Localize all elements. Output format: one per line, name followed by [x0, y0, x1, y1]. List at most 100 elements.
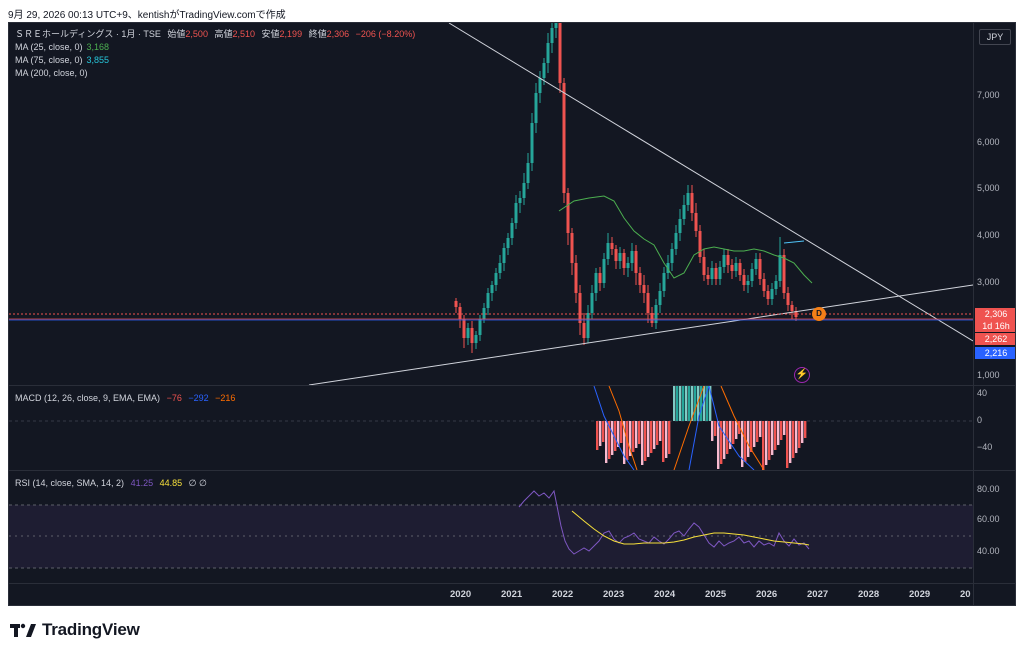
ma200-legend[interactable]: MA (200, close, 0): [15, 68, 88, 78]
candle-body: [698, 231, 702, 257]
candle-body: [510, 223, 514, 238]
macd-bar: [723, 421, 726, 459]
ma75-legend[interactable]: MA (75, close, 0) 3,855: [15, 55, 110, 65]
candle-body: [494, 273, 498, 285]
macd-bar: [659, 421, 662, 441]
currency-button[interactable]: JPY: [979, 29, 1011, 45]
symbol-legend: ＳＲＥホールディングス · 1月 · TSE 始値2,500 高値2,510 安…: [15, 29, 416, 39]
candle-body: [774, 281, 778, 289]
rsi-pane[interactable]: RSI (14, close, SMA, 14, 2) 41.25 44.85 …: [9, 471, 973, 583]
macd-legend[interactable]: MACD (12, 26, close, 9, EMA, EMA) −76 −2…: [15, 393, 236, 403]
candle-body: [502, 248, 506, 263]
macd-bar: [644, 421, 647, 461]
candle-body: [702, 257, 706, 275]
macd-bar: [717, 421, 720, 469]
ma25-legend[interactable]: MA (25, close, 0) 3,168: [15, 42, 110, 52]
candle-body: [686, 193, 690, 205]
candle-body: [610, 243, 614, 249]
candle-body: [658, 291, 662, 305]
rsi-tick: 40.00: [977, 546, 1000, 556]
macd-bar: [795, 421, 798, 453]
tradingview-logo-icon: [10, 623, 36, 637]
time-axis-border: [9, 583, 1015, 584]
candle-body: [558, 23, 562, 83]
time-tick: 2025: [705, 589, 727, 600]
candle-body: [738, 263, 742, 275]
candle-body: [454, 301, 458, 307]
candle-body: [726, 255, 730, 265]
candle-body: [530, 123, 534, 163]
candle-body: [754, 259, 758, 269]
time-tick: 2022: [552, 589, 574, 600]
candle-body: [514, 203, 518, 223]
candle-body: [470, 328, 474, 343]
macd-bar: [756, 421, 759, 442]
time-tick: 2026: [756, 589, 778, 600]
candle-body: [614, 249, 618, 261]
candle-body: [778, 255, 782, 281]
macd-bar: [608, 421, 611, 459]
macd-bar: [620, 421, 623, 443]
rsi-tick: 80.00: [977, 484, 1000, 494]
ma25-line: [558, 195, 813, 284]
pane-separator[interactable]: [9, 470, 1015, 471]
macd-bar: [653, 421, 656, 449]
macd-tick: 0: [977, 415, 983, 425]
last-price-pill: 2,306: [975, 308, 1015, 320]
rsi-svg: [9, 489, 973, 569]
macd-bar: [647, 421, 650, 457]
candle-body: [590, 293, 594, 313]
candle-body: [478, 319, 482, 335]
candle-body: [578, 293, 582, 323]
candle-body: [586, 313, 590, 338]
time-tick: 2029: [909, 589, 931, 600]
symbol-title: ＳＲＥホールディングス · 1月 · TSE: [15, 29, 161, 39]
price-tick: 6,000: [977, 137, 1000, 147]
candle-body: [782, 255, 786, 293]
rsi-legend[interactable]: RSI (14, close, SMA, 14, 2) 41.25 44.85 …: [15, 478, 207, 488]
candle-body: [554, 23, 558, 28]
macd-bar: [786, 421, 789, 468]
candle-body: [678, 219, 682, 233]
candle-body: [618, 253, 622, 261]
macd-line: [593, 386, 635, 470]
pane-separator[interactable]: [9, 385, 1015, 386]
rsi-ma-line: [571, 510, 810, 546]
macd-bar: [685, 386, 688, 421]
dividend-badge[interactable]: D: [812, 307, 826, 321]
macd-bar: [694, 386, 697, 421]
tradingview-logo[interactable]: TradingView: [10, 620, 140, 640]
macd-bar: [679, 386, 682, 421]
macd-bar: [602, 421, 605, 442]
lightning-icon[interactable]: ⚡: [794, 367, 810, 383]
candle-body: [790, 305, 794, 311]
macd-svg: [9, 386, 973, 470]
macd-bar: [706, 386, 709, 421]
price-pill-3: 2,216: [975, 347, 1015, 359]
macd-bar: [668, 421, 671, 454]
macd-bar: [673, 386, 676, 421]
candle-body: [762, 279, 766, 291]
macd-pane[interactable]: MACD (12, 26, close, 9, EMA, EMA) −76 −2…: [9, 386, 973, 470]
chart-frame[interactable]: ＳＲＥホールディングス · 1月 · TSE 始値2,500 高値2,510 安…: [8, 22, 1016, 606]
candle-body: [670, 249, 674, 263]
candle-body: [734, 263, 738, 271]
candle-body: [650, 313, 654, 323]
time-tick: 2023: [603, 589, 625, 600]
macd-bar: [774, 421, 777, 450]
candle-body: [602, 259, 606, 283]
price-chart-svg: [9, 23, 973, 385]
macd-bar: [700, 386, 703, 421]
candlestick-series: [454, 23, 798, 353]
macd-bar: [632, 421, 635, 452]
macd-bar: [611, 421, 614, 455]
price-pane[interactable]: ＳＲＥホールディングス · 1月 · TSE 始値2,500 高値2,510 安…: [9, 23, 973, 385]
macd-bar: [662, 421, 665, 462]
macd-bar: [729, 421, 732, 449]
lower-trendline: [308, 284, 973, 385]
macd-histogram: [596, 386, 807, 470]
price-pill-2: 2,262: [975, 333, 1015, 345]
time-tick: 20: [960, 589, 971, 600]
time-axis[interactable]: 2020 2021 2022 2023 2024 2025 2026 2027 …: [9, 583, 973, 605]
candle-body: [630, 251, 634, 263]
